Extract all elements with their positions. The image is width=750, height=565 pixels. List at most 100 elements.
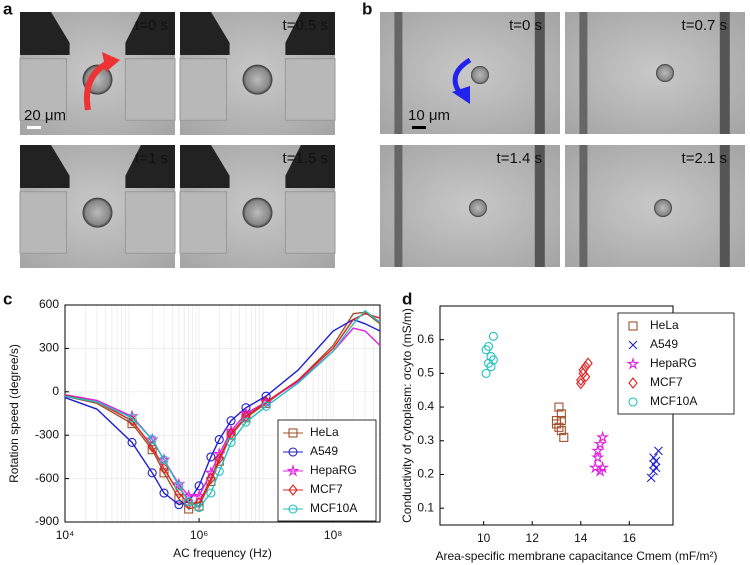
y-tick-label: 0.4 xyxy=(417,399,434,413)
legend-marker xyxy=(286,464,300,477)
scale-bar xyxy=(27,126,41,129)
x-tick-label: 12 xyxy=(526,531,540,545)
electrode xyxy=(285,145,335,189)
legend-label: HeLa xyxy=(650,318,679,332)
wall xyxy=(719,145,730,267)
marker xyxy=(214,466,224,476)
marker xyxy=(591,450,605,464)
marker xyxy=(159,455,169,465)
marker xyxy=(261,391,271,401)
marker xyxy=(127,437,137,447)
cell xyxy=(469,199,487,217)
cell xyxy=(656,64,674,82)
y-tick-label: 300 xyxy=(39,341,59,355)
wall xyxy=(534,12,545,134)
x-axis-label: AC frequency (Hz) xyxy=(173,546,272,560)
channel xyxy=(124,191,176,254)
marker xyxy=(646,473,656,483)
marker xyxy=(578,367,588,380)
electrode xyxy=(125,12,175,56)
marker xyxy=(580,360,591,373)
time-label: t=0.7 s xyxy=(682,17,727,34)
channel xyxy=(284,58,336,121)
y-axis-label: Rotation speed (degree/s) xyxy=(7,344,21,483)
time-label: t=2.1 s xyxy=(682,150,727,167)
marker xyxy=(578,364,588,376)
micrograph xyxy=(565,12,745,134)
marker xyxy=(183,497,194,510)
legend-label: HepaRG xyxy=(650,356,697,370)
marker xyxy=(583,357,593,370)
panel-label: b xyxy=(362,0,372,18)
y-axis-label: Conductivity of cytoplasm: σcyto (mS/m) xyxy=(400,308,414,523)
legend-marker xyxy=(626,357,640,370)
legend-label: A549 xyxy=(650,337,678,351)
legend-marker xyxy=(288,447,298,457)
cell xyxy=(654,199,672,217)
scale-bar-label: 20 μm xyxy=(24,107,66,124)
y-tick-label: 0.5 xyxy=(417,366,434,380)
y-tick-label: 0.1 xyxy=(417,500,434,514)
legend-label: MCF10A xyxy=(650,394,697,408)
marker xyxy=(596,460,610,474)
marker xyxy=(559,432,569,442)
time-label: t=1.5 s xyxy=(283,150,328,167)
plot-frame xyxy=(64,304,381,523)
marker xyxy=(127,413,137,423)
electrode xyxy=(20,145,70,189)
time-label: t=0 s xyxy=(135,17,168,34)
wall xyxy=(579,145,588,267)
marker xyxy=(556,409,566,419)
marker xyxy=(593,437,607,450)
time-label: t=1 s xyxy=(135,150,168,167)
marker xyxy=(593,464,607,477)
legend-label: MCF10A xyxy=(310,501,357,515)
legend-marker xyxy=(628,321,638,331)
x-axis-label: Area-specific membrane capacitance Cmem … xyxy=(435,549,717,563)
marker xyxy=(206,472,216,485)
wall xyxy=(394,12,403,134)
legend-label: HepaRG xyxy=(310,463,357,477)
x-tick-label: 16 xyxy=(623,531,637,545)
time-label: t=1.4 s xyxy=(497,150,542,167)
marker xyxy=(551,419,562,429)
y-tick-label: -300 xyxy=(35,427,59,441)
marker xyxy=(596,430,610,444)
marker xyxy=(261,401,271,411)
panel-label: c xyxy=(3,289,12,308)
cell xyxy=(242,197,273,228)
x-tick-label: 10⁴ xyxy=(56,528,75,542)
marker xyxy=(184,504,194,514)
marker xyxy=(127,414,137,427)
marker xyxy=(576,374,586,387)
channel xyxy=(19,58,67,121)
panel-label: a xyxy=(3,0,13,18)
y-tick-label: -900 xyxy=(35,514,59,528)
marker xyxy=(481,345,491,355)
electrode xyxy=(180,145,230,189)
electrode xyxy=(20,12,70,56)
marker xyxy=(554,422,564,432)
marker xyxy=(194,502,204,513)
marker xyxy=(649,459,658,469)
panel-label: d xyxy=(402,289,412,308)
marker xyxy=(556,416,566,426)
x-tick-label: 10⁶ xyxy=(190,528,208,542)
plot-frame xyxy=(439,305,674,526)
legend-marker xyxy=(628,377,638,389)
marker xyxy=(239,406,253,420)
electrode xyxy=(180,12,230,56)
y-tick-label: 0.2 xyxy=(417,467,434,481)
channel xyxy=(124,58,176,121)
electrode xyxy=(285,12,335,56)
marker xyxy=(174,500,184,510)
arrow-head xyxy=(102,52,120,72)
channel xyxy=(179,191,227,254)
series-line xyxy=(64,318,381,506)
micrograph xyxy=(380,12,560,134)
cell xyxy=(82,197,113,228)
cell xyxy=(471,66,489,84)
wall xyxy=(534,145,545,267)
time-label: t=0.5 s xyxy=(283,17,328,34)
